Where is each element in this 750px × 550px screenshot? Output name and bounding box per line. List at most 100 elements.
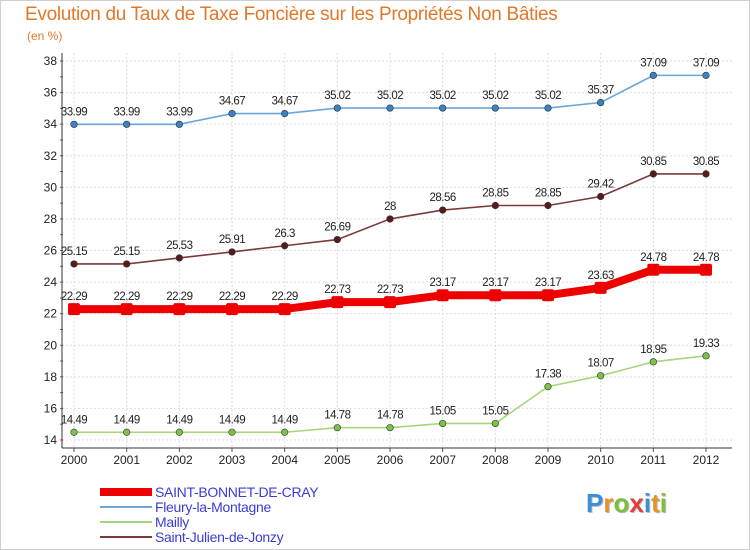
logo-letter: x (629, 488, 644, 518)
data-label: 28.56 (430, 192, 456, 204)
data-point (226, 303, 238, 316)
x-tick-label: 2006 (377, 453, 404, 467)
data-label: 18.07 (588, 358, 614, 370)
data-label: 15.05 (482, 405, 508, 417)
data-point (544, 383, 552, 391)
data-point (123, 428, 131, 436)
x-tick-label: 2012 (693, 453, 720, 467)
data-label: 23.17 (430, 277, 456, 289)
y-tick-label: 14 (44, 433, 58, 447)
data-label: 37.09 (693, 57, 719, 69)
data-point (700, 263, 712, 276)
logo-letter: t (651, 488, 660, 518)
data-label: 22.29 (166, 291, 192, 303)
data-label: 25.15 (114, 246, 140, 258)
legend-item: Saint-Julien-de-Jonzy (100, 529, 284, 545)
data-point (281, 109, 289, 118)
x-tick-label: 2008 (482, 453, 509, 467)
data-label: 37.09 (640, 57, 666, 69)
data-label: 22.29 (114, 291, 140, 303)
data-label: 14.49 (114, 414, 140, 426)
data-label: 17.38 (535, 369, 561, 381)
proxiti-logo: Proxiti (586, 488, 667, 519)
logo-letter: P (586, 488, 604, 518)
data-point (491, 201, 499, 210)
data-label: 14.78 (324, 410, 350, 422)
data-point (489, 289, 502, 302)
legend-swatch (100, 536, 152, 538)
y-tick-label: 30 (44, 180, 58, 194)
data-label: 14.78 (377, 410, 403, 422)
data-label: 14.49 (272, 414, 298, 426)
data-label: 24.78 (640, 252, 666, 264)
data-point (173, 303, 186, 316)
data-point (702, 71, 710, 79)
data-point (594, 281, 607, 294)
data-label: 30.85 (640, 156, 666, 168)
data-label: 14.49 (219, 414, 245, 426)
legend-label: Mailly (155, 514, 189, 530)
legend-label: Fleury-la-Montagne (155, 499, 271, 515)
legend-swatch (100, 488, 152, 496)
data-point (175, 120, 183, 128)
data-point (68, 303, 80, 316)
data-label: 26.69 (324, 222, 350, 234)
x-tick-label: 2004 (271, 453, 298, 467)
data-label: 14.49 (166, 414, 192, 426)
data-point (333, 104, 341, 112)
data-label: 35.02 (482, 90, 508, 102)
data-label: 33.99 (114, 106, 140, 118)
data-point (649, 170, 657, 178)
data-point (333, 236, 341, 244)
y-tick-label: 32 (44, 149, 58, 163)
data-point (386, 215, 394, 223)
y-tick-label: 26 (44, 244, 58, 258)
data-point (228, 428, 236, 436)
legend-item: Mailly (100, 514, 189, 530)
data-point (491, 104, 499, 112)
x-tick-label: 2001 (113, 453, 140, 467)
data-point (702, 170, 710, 178)
data-point (439, 104, 447, 112)
data-label: 29.42 (588, 178, 614, 190)
y-tick-label: 18 (44, 370, 58, 384)
data-point (281, 242, 289, 250)
data-point (331, 296, 344, 309)
x-tick-label: 2000 (61, 453, 88, 467)
data-label: 18.95 (640, 344, 666, 356)
data-label: 24.78 (693, 252, 719, 264)
data-point (436, 289, 449, 302)
data-label: 22.29 (219, 291, 245, 303)
y-axis-unit: (en %) (27, 29, 63, 43)
plot-area (62, 53, 732, 448)
data-point (386, 424, 394, 432)
data-label: 35.02 (324, 90, 350, 102)
logo-letter: i (659, 488, 667, 518)
data-label: 35.02 (377, 90, 403, 102)
data-point (544, 201, 552, 210)
logo-letter: o (613, 488, 630, 518)
y-tick-label: 24 (44, 275, 58, 289)
legend-label: SAINT-BONNET-DE-CRAY (155, 484, 319, 500)
data-label: 28.85 (482, 187, 508, 199)
data-point (70, 428, 78, 436)
x-tick-label: 2002 (166, 453, 193, 467)
data-label: 35.37 (588, 85, 614, 97)
logo-letter: i (643, 488, 652, 518)
data-label: 22.73 (377, 284, 403, 296)
data-label: 23.17 (482, 277, 508, 289)
x-tick-label: 2009 (535, 453, 562, 467)
data-label: 22.73 (324, 284, 350, 296)
data-label: 22.29 (61, 291, 87, 303)
data-label: 25.15 (61, 246, 87, 258)
legend-label: Saint-Julien-de-Jonzy (155, 529, 284, 545)
data-point (542, 289, 554, 302)
x-tick-label: 2003 (219, 453, 246, 467)
legend-item: SAINT-BONNET-DE-CRAY (100, 484, 319, 500)
data-point (597, 192, 605, 201)
data-label: 26.3 (274, 228, 294, 240)
data-point (649, 358, 657, 366)
data-point (70, 260, 78, 268)
data-label: 34.67 (219, 96, 245, 108)
